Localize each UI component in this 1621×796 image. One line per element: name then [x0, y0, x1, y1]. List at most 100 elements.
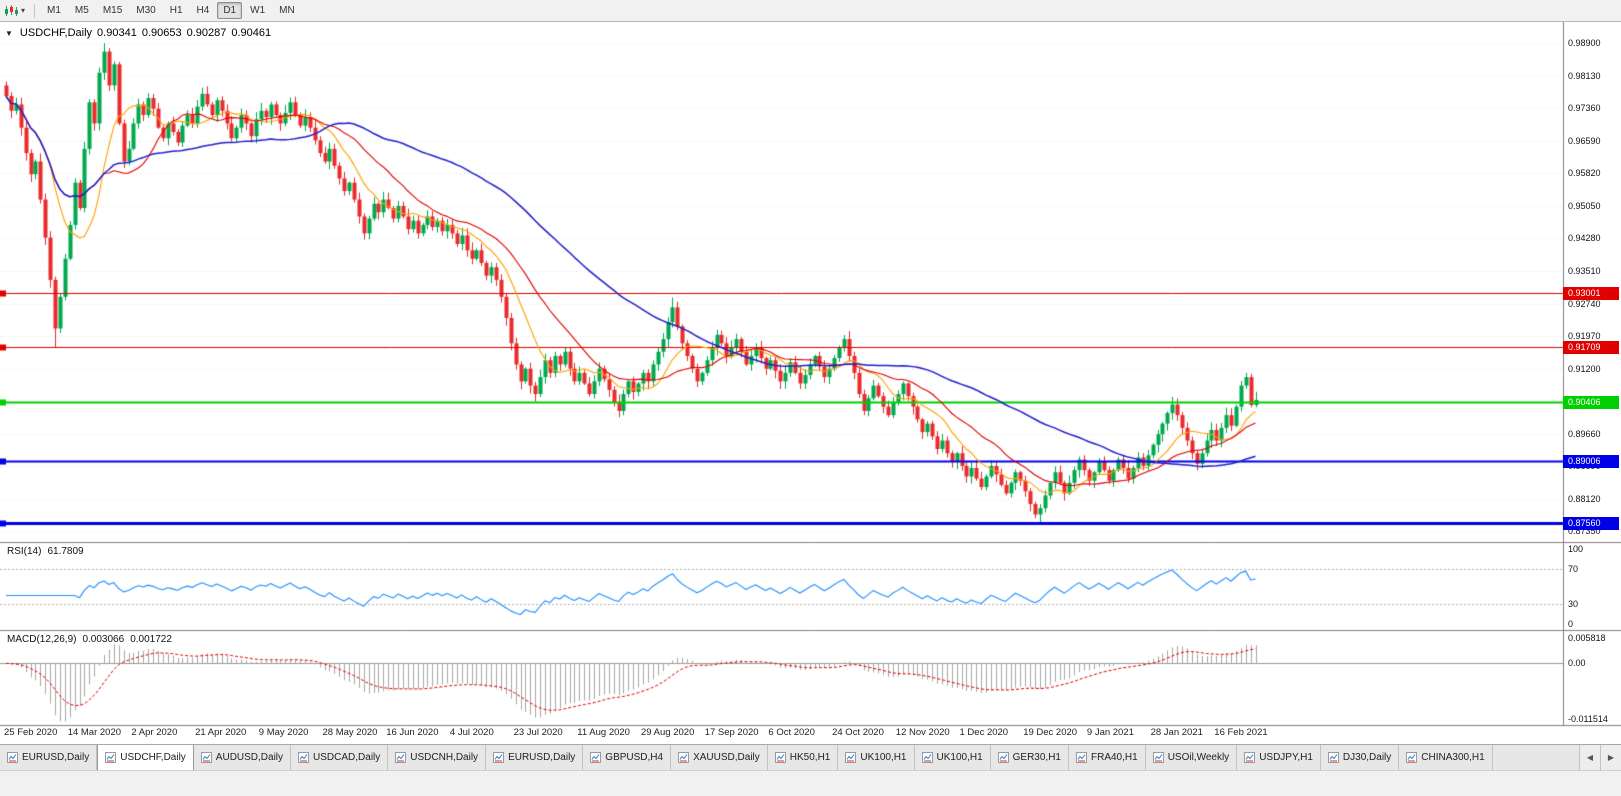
- chart-tab-ger30-h1[interactable]: GER30,H1: [990, 745, 1069, 770]
- chart-tab-icon: [590, 752, 602, 763]
- chart-tabs-bar: EURUSD,Daily USDCHF,Daily AUDUSD,Daily USDC…: [0, 744, 1621, 770]
- rsi-axis-label: 70: [1568, 564, 1579, 575]
- chart-tab-label: UK100,H1: [860, 752, 907, 763]
- price-axis-label: 0.91200: [1568, 363, 1601, 374]
- timeframe-button-m15[interactable]: M15: [102, 5, 123, 16]
- tabs-scroll-right-button[interactable]: ▶: [1600, 745, 1621, 770]
- chart-tab-label: USDCHF,Daily: [120, 752, 186, 763]
- timeframe-button-h4[interactable]: H4: [196, 5, 210, 16]
- timeframe-button-mn[interactable]: MN: [279, 5, 295, 16]
- chart-tab-xauusd-daily[interactable]: XAUUSD,Daily: [671, 745, 768, 770]
- time-axis-label: 2 Apr 2020: [131, 727, 178, 738]
- time-axis-label: 16 Jun 2020: [386, 727, 439, 738]
- chart-tab-label: USDJPY,H1: [1259, 752, 1313, 763]
- time-axis-label: 23 Jul 2020: [513, 727, 563, 738]
- hline-price-tag[interactable]: 0.89006: [1563, 455, 1619, 469]
- chart-tab-usdchf-daily[interactable]: USDCHF,Daily: [97, 745, 194, 770]
- time-axis-label: 16 Feb 2021: [1214, 727, 1268, 738]
- hline-price-tag[interactable]: 0.91709: [1563, 341, 1619, 355]
- tabs-scroll-left-button[interactable]: ◀: [1579, 745, 1600, 770]
- price-axis-label: 0.93510: [1568, 266, 1601, 276]
- toolbar-separator: [34, 3, 36, 18]
- price-axis-label: 0.92740: [1568, 298, 1601, 309]
- macd-axis-label: 0.005818: [1568, 633, 1606, 643]
- chart-tab-eurusd-daily[interactable]: EURUSD,Daily: [486, 745, 584, 770]
- chart-title: ▼ USDCHF,Daily 0.90341 0.90653 0.90287 0…: [5, 27, 271, 39]
- chart-tab-audusd-daily[interactable]: AUDUSD,Daily: [193, 745, 292, 770]
- chart-tab-usdcnh-daily[interactable]: USDCNH,Daily: [388, 745, 487, 770]
- chart-tab-icon: [1327, 752, 1339, 763]
- chart-tab-label: GER30,H1: [1012, 752, 1061, 763]
- candlestick-glyph: [5, 4, 18, 16]
- chart-tab-gbpusd-h4[interactable]: GBPUSD,H4: [583, 745, 672, 770]
- timeframe-button-w1[interactable]: W1: [250, 5, 266, 16]
- chart-tab-fra40-h1[interactable]: FRA40,H1: [1069, 745, 1146, 770]
- chart-tab-label: HK50,H1: [789, 752, 831, 763]
- macd-signal-value: 0.001722: [130, 634, 172, 645]
- time-axis-label: 4 Jul 2020: [449, 727, 494, 738]
- chart-tab-dj30-daily[interactable]: DJ30,Daily: [1320, 745, 1400, 770]
- chart-tab-usdcad-daily[interactable]: USDCAD,Daily: [291, 745, 389, 770]
- time-axis-label: 28 Jan 2021: [1150, 727, 1203, 738]
- chart-tab-uk100-h1[interactable]: UK100,H1: [838, 745, 915, 770]
- chart-tab-label: FRA40,H1: [1091, 752, 1138, 763]
- macd-indicator-label: MACD(12,26,9) 0.003066 0.001722: [7, 634, 172, 645]
- hline-price-tag[interactable]: 0.93001: [1563, 286, 1619, 300]
- chart-menu-icon[interactable]: ▾: [4, 4, 26, 17]
- chart-title-open: 0.90341: [97, 27, 137, 39]
- time-axis-label: 28 May 2020: [322, 727, 378, 738]
- chart-tab-icon: [1152, 752, 1164, 763]
- chart-tab-usoil-weekly[interactable]: USOil,Weekly: [1145, 745, 1238, 770]
- toolbar: ▾ M1 M5 M15 M30 H1 H4 D1 W1 MN: [0, 0, 1621, 22]
- time-axis-label: 14 Mar 2020: [67, 727, 122, 738]
- chart-tab-label: DJ30,Daily: [1342, 752, 1392, 763]
- rsi-axis-label: 30: [1568, 598, 1579, 609]
- chart-tab-hk50-h1[interactable]: HK50,H1: [767, 745, 839, 770]
- status-bar: [0, 770, 1621, 796]
- time-axis-label: 25 Feb 2020: [4, 727, 58, 738]
- chart-tab-icon: [1244, 752, 1256, 763]
- price-axis-label: 0.91970: [1568, 331, 1601, 342]
- macd-current-value: 0.003066: [82, 634, 125, 645]
- chart-tab-label: USDCNH,Daily: [410, 752, 479, 763]
- chart-tab-icon: [1406, 752, 1418, 763]
- price-axis-label: 0.97360: [1568, 103, 1601, 114]
- hline-price-tag[interactable]: 0.87560: [1563, 516, 1619, 530]
- chart-title-symbol: USDCHF,Daily: [19, 27, 93, 39]
- chevron-down-icon: ▾: [21, 6, 26, 15]
- chart-tab-usdjpy-h1[interactable]: USDJPY,H1: [1237, 745, 1321, 770]
- timeframe-button-m5[interactable]: M5: [74, 5, 89, 16]
- chart-tab-label: AUDUSD,Daily: [215, 752, 284, 763]
- time-axis-label: 12 Nov 2020: [895, 727, 950, 738]
- chart-tab-label: USDCAD,Daily: [313, 752, 381, 763]
- chart-tab-icon: [678, 752, 690, 763]
- chart-tab-uk100-h1[interactable]: UK100,H1: [914, 745, 991, 770]
- price-axis-label: 0.96590: [1568, 135, 1601, 146]
- rsi-axis-label: 0: [1568, 619, 1574, 629]
- chart-tab-label: UK100,H1: [936, 752, 983, 763]
- timeframe-button-d1[interactable]: D1: [217, 2, 243, 19]
- timeframe-button-h1[interactable]: H1: [169, 5, 183, 16]
- chart-tab-icon: [1076, 752, 1087, 763]
- chart-tab-icon: [997, 752, 1009, 763]
- price-axis-label: 0.87350: [1568, 526, 1601, 537]
- timeframe-button-m1[interactable]: M1: [47, 5, 61, 16]
- time-axis-label: 11 Aug 2020: [577, 727, 630, 738]
- chart-tab-china300-h1[interactable]: CHINA300,H1: [1399, 745, 1493, 770]
- timeframe-button-m30[interactable]: M30: [136, 5, 156, 16]
- chart-tab-label: GBPUSD,H4: [605, 752, 664, 763]
- chart-tab-label: USOil,Weekly: [1167, 752, 1230, 763]
- time-axis-label: 9 May 2020: [258, 727, 309, 738]
- rsi-current-value: 61.7809: [47, 546, 84, 557]
- price-chart-canvas[interactable]: [0, 22, 1621, 744]
- chart-tab-icon: [845, 752, 857, 763]
- chart-tab-eurusd-daily[interactable]: EURUSD,Daily: [0, 745, 98, 770]
- rsi-axis-label: 100: [1568, 544, 1584, 554]
- hline-price-tag[interactable]: 0.90406: [1563, 396, 1619, 410]
- one-click-trading-toggle-icon[interactable]: ▼: [5, 28, 13, 38]
- price-axis-label: 0.98130: [1568, 70, 1601, 81]
- rsi-name: RSI(14): [7, 546, 42, 557]
- chart-tab-label: XAUUSD,Daily: [693, 752, 760, 763]
- chart-title-low: 0.90287: [186, 27, 227, 39]
